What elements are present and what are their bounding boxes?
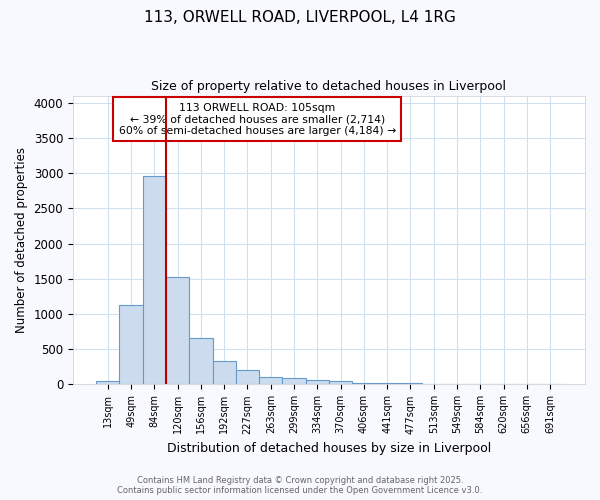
- Bar: [119, 305, 143, 384]
- Bar: [376, 382, 399, 384]
- Bar: [96, 380, 119, 384]
- Bar: [236, 370, 259, 384]
- Bar: [212, 361, 236, 384]
- Bar: [305, 380, 329, 384]
- Text: 113, ORWELL ROAD, LIVERPOOL, L4 1RG: 113, ORWELL ROAD, LIVERPOOL, L4 1RG: [144, 10, 456, 25]
- Text: 113 ORWELL ROAD: 105sqm
← 39% of detached houses are smaller (2,714)
60% of semi: 113 ORWELL ROAD: 105sqm ← 39% of detache…: [119, 103, 396, 136]
- Bar: [166, 276, 189, 384]
- X-axis label: Distribution of detached houses by size in Liverpool: Distribution of detached houses by size …: [167, 442, 491, 455]
- Text: Contains HM Land Registry data © Crown copyright and database right 2025.
Contai: Contains HM Land Registry data © Crown c…: [118, 476, 482, 495]
- Title: Size of property relative to detached houses in Liverpool: Size of property relative to detached ho…: [151, 80, 506, 93]
- Bar: [329, 382, 352, 384]
- Bar: [189, 338, 212, 384]
- Bar: [283, 378, 305, 384]
- Bar: [352, 382, 376, 384]
- Y-axis label: Number of detached properties: Number of detached properties: [15, 147, 28, 333]
- Bar: [143, 176, 166, 384]
- Bar: [259, 378, 283, 384]
